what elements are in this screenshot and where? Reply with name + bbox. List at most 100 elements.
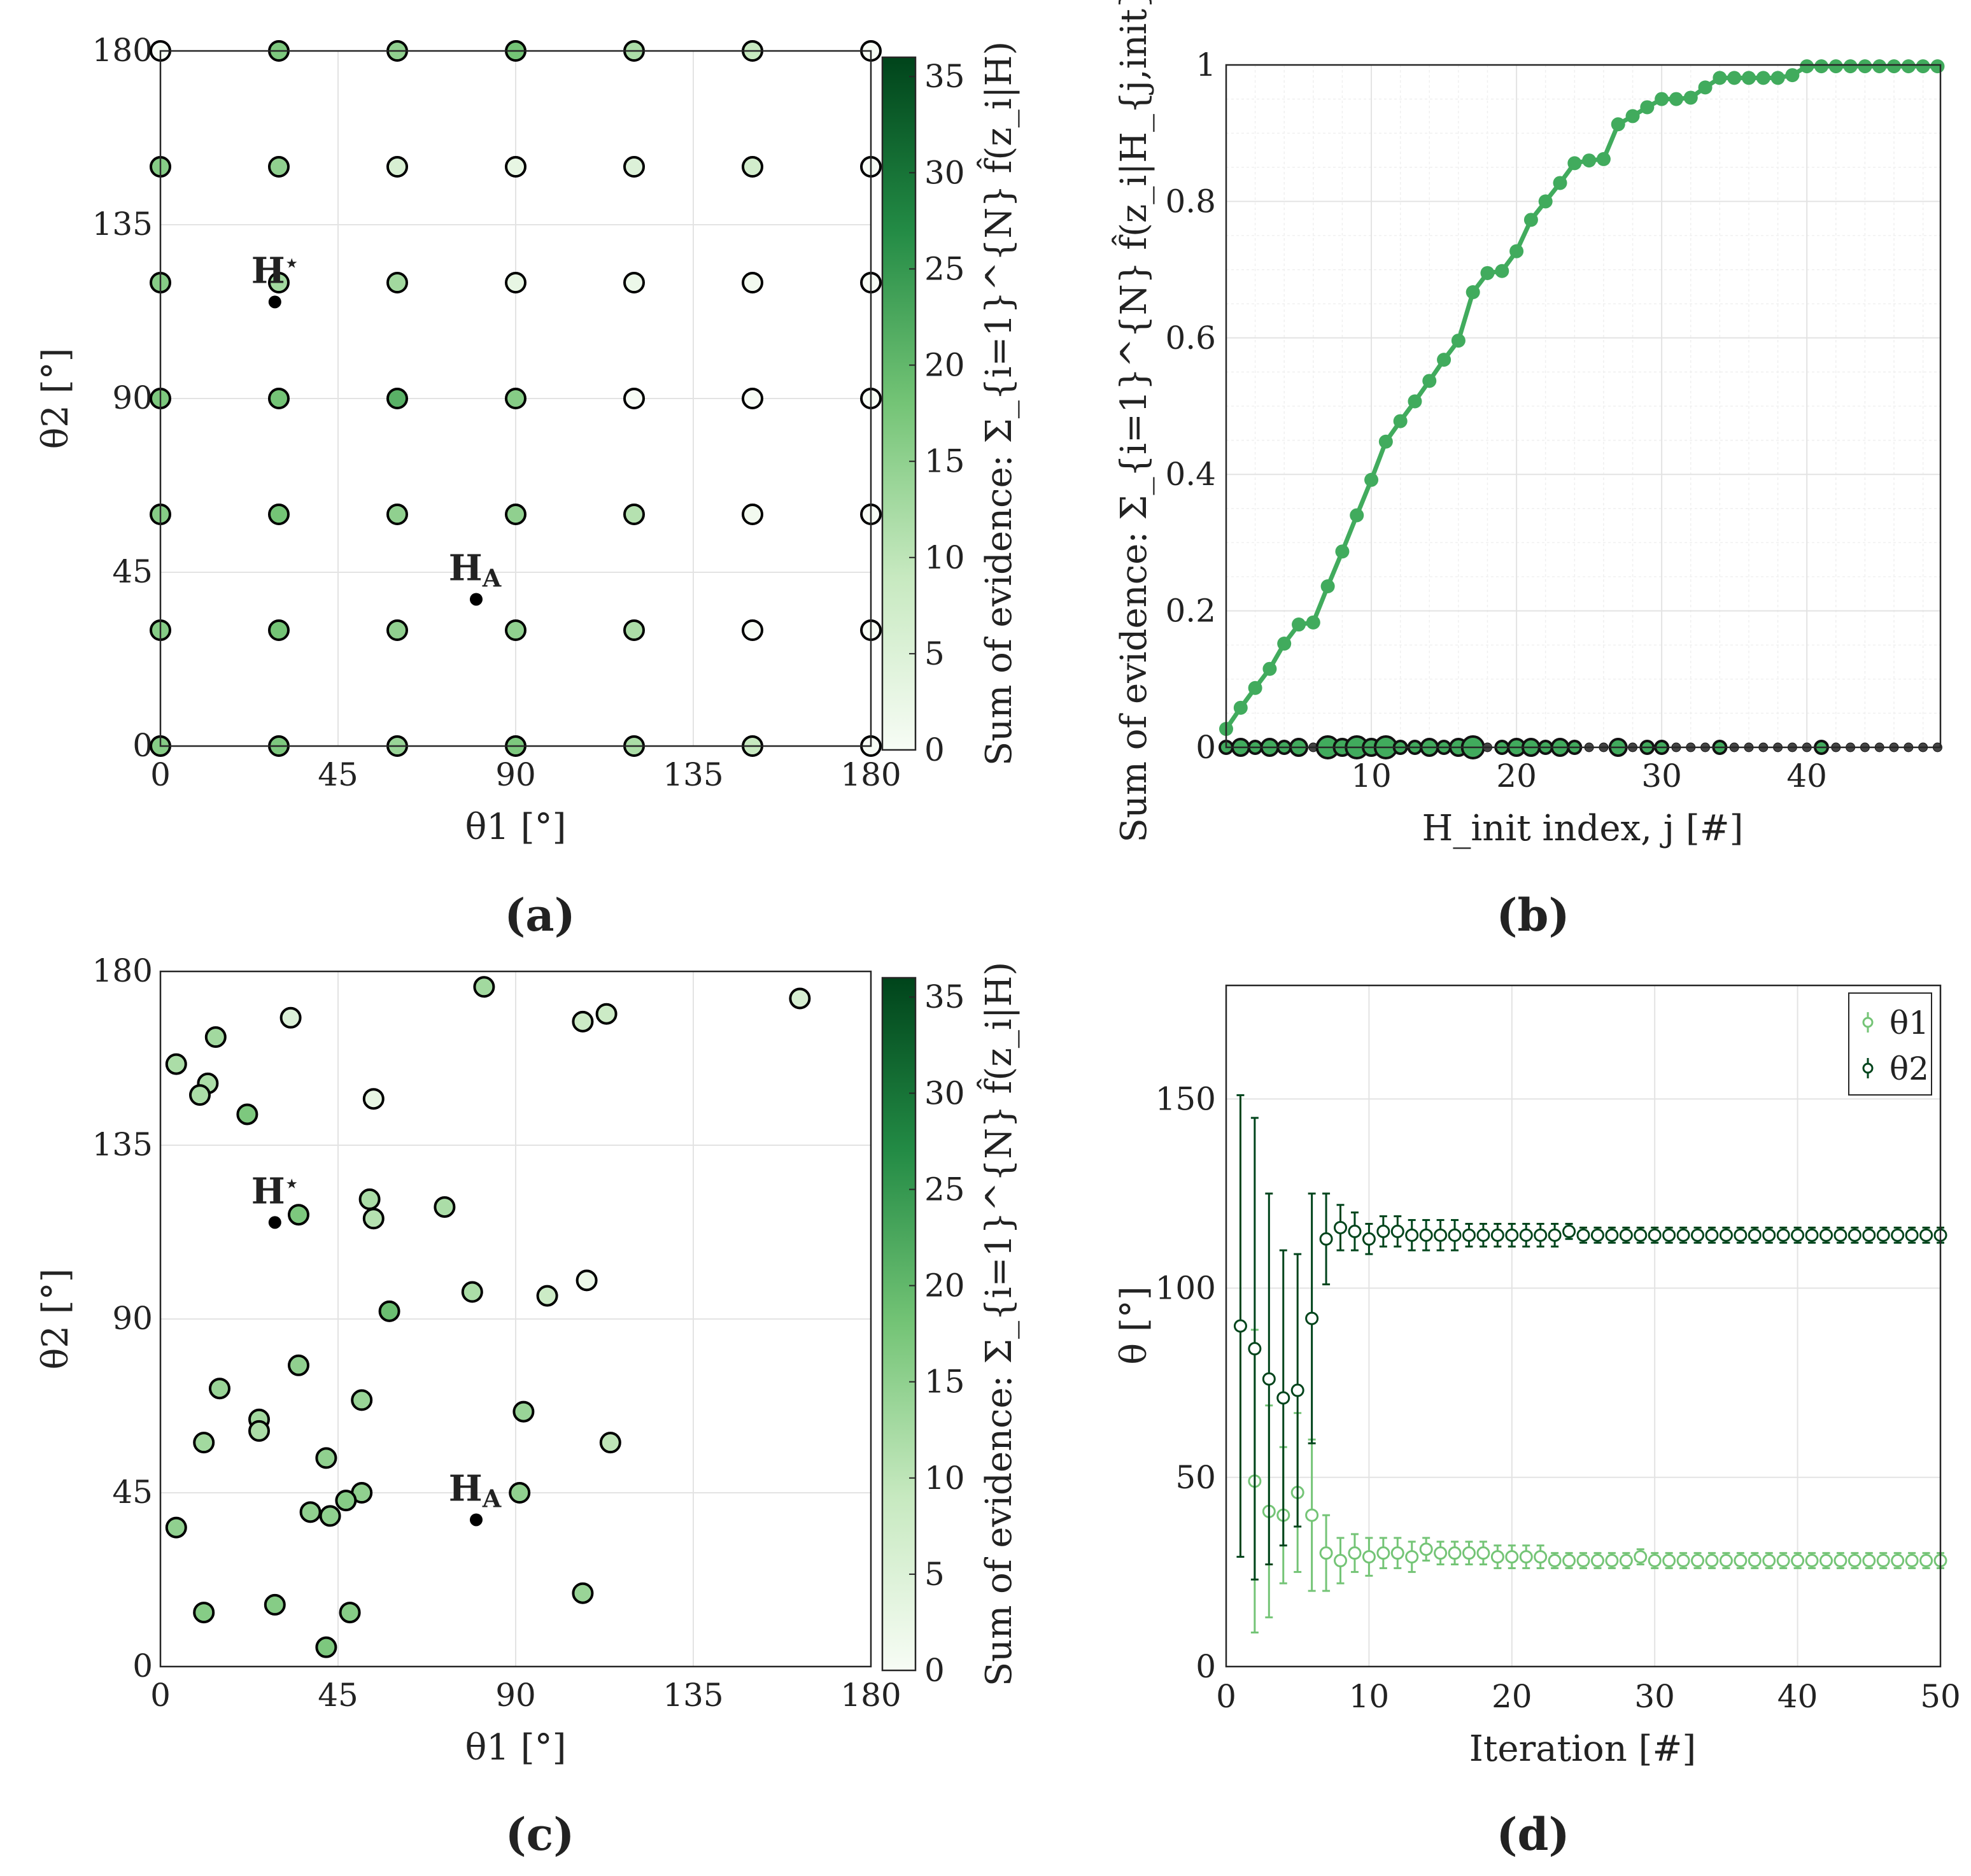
c-point bbox=[512, 1400, 535, 1423]
a-point bbox=[268, 388, 290, 409]
a-colorbar-tick-label: 0 bbox=[924, 731, 945, 768]
d-point bbox=[1847, 1228, 1862, 1242]
d-point bbox=[1762, 1228, 1776, 1242]
b-series-point bbox=[1800, 59, 1814, 74]
d-point bbox=[1791, 1554, 1805, 1568]
b-series-point bbox=[1523, 213, 1538, 227]
b-series-point bbox=[1350, 508, 1364, 523]
b-series-point bbox=[1698, 80, 1713, 95]
panel-a-frame bbox=[159, 50, 872, 747]
d-point bbox=[1891, 1228, 1905, 1242]
c-point bbox=[288, 1204, 309, 1226]
c-ytick-label: 135 bbox=[92, 1126, 153, 1163]
d-point bbox=[1691, 1228, 1705, 1242]
d-xtick-label: 30 bbox=[1634, 1678, 1675, 1715]
c-annotation-label: H⋆ bbox=[251, 1170, 299, 1212]
b-series-point bbox=[1887, 59, 1902, 74]
c-point bbox=[595, 1003, 618, 1025]
d-point bbox=[1548, 1228, 1562, 1242]
d-point bbox=[1434, 1546, 1448, 1560]
c-point bbox=[576, 1269, 598, 1292]
a-point bbox=[623, 388, 645, 409]
b-xtick-label: 30 bbox=[1641, 758, 1682, 794]
d-point bbox=[1862, 1554, 1876, 1568]
a-annotation-label: H⋆ bbox=[251, 250, 299, 292]
d-point bbox=[1448, 1228, 1462, 1242]
c-point bbox=[509, 1482, 531, 1504]
d-point bbox=[1805, 1554, 1819, 1568]
b-series-point bbox=[1785, 68, 1800, 83]
c-point bbox=[351, 1389, 373, 1411]
d-point bbox=[1462, 1228, 1476, 1242]
c-colorbar-tick-label: 30 bbox=[924, 1075, 965, 1111]
c-point bbox=[362, 1208, 385, 1230]
legend-marker bbox=[1862, 1062, 1874, 1074]
b-series-point bbox=[1306, 615, 1320, 630]
legend-theta2: θ2 bbox=[1890, 1050, 1929, 1087]
b-series-point bbox=[1596, 152, 1611, 166]
d-point bbox=[1305, 1508, 1319, 1522]
d-point bbox=[1605, 1228, 1619, 1242]
c-point bbox=[248, 1420, 270, 1442]
c-point bbox=[358, 1188, 381, 1210]
b-series-point bbox=[1292, 617, 1306, 632]
c-ytick-label: 45 bbox=[112, 1474, 153, 1511]
panel-a-caption: (a) bbox=[504, 889, 576, 942]
a-ytick-label: 45 bbox=[112, 553, 153, 590]
c-point bbox=[335, 1490, 357, 1512]
c-point bbox=[209, 1378, 230, 1400]
d-point bbox=[1319, 1232, 1333, 1246]
d-point bbox=[1719, 1554, 1733, 1568]
c-point bbox=[193, 1602, 215, 1624]
b-series-point bbox=[1916, 59, 1930, 74]
d-point bbox=[1334, 1554, 1348, 1568]
d-point bbox=[1805, 1228, 1819, 1242]
panel-b-ticks: 10 20 30 40 0 0.2 0.4 0.6 0.8 1 bbox=[1165, 46, 1827, 794]
d-xtick-label: 10 bbox=[1349, 1678, 1390, 1715]
c-colorbar-tick-label: 0 bbox=[924, 1652, 945, 1689]
d-ytick-label: 150 bbox=[1155, 1080, 1216, 1117]
a-point bbox=[386, 388, 408, 409]
b-series-point bbox=[1655, 92, 1669, 106]
panel-c-ticks: 00 45 45 90 90 135 135 180 180 bbox=[92, 952, 901, 1714]
c-colorbar-tick-label: 15 bbox=[924, 1364, 965, 1400]
c-point bbox=[362, 1088, 385, 1110]
c-point bbox=[193, 1432, 215, 1454]
b-series-point bbox=[1495, 264, 1509, 278]
d-point bbox=[1334, 1220, 1348, 1234]
panel-c-points bbox=[165, 976, 811, 1658]
d-point bbox=[1605, 1554, 1619, 1568]
panel-b-xlabel: H_init index, j [#] bbox=[1422, 808, 1744, 849]
d-point bbox=[1490, 1228, 1504, 1242]
c-point bbox=[434, 1196, 456, 1218]
d-point bbox=[1748, 1228, 1762, 1242]
d-point bbox=[1876, 1228, 1890, 1242]
d-point bbox=[1476, 1546, 1490, 1560]
d-point bbox=[1791, 1228, 1805, 1242]
d-point bbox=[1776, 1554, 1790, 1568]
c-colorbar-tick-label: 5 bbox=[924, 1556, 945, 1593]
d-point bbox=[1819, 1228, 1833, 1242]
d-xtick-label: 0 bbox=[1216, 1678, 1236, 1715]
a-xtick-label: 0 bbox=[150, 756, 171, 793]
d-point bbox=[1519, 1228, 1533, 1242]
a-annotation-dot bbox=[268, 295, 281, 309]
b-series-point bbox=[1770, 71, 1785, 85]
d-point bbox=[1390, 1224, 1404, 1238]
d-point bbox=[1748, 1554, 1762, 1568]
a-colorbar-tick-label: 35 bbox=[924, 58, 965, 95]
panel-c-colorbar: 0 5 10 15 20 25 30 35 Sum of evidence: Σ_{i=1}^{… bbox=[881, 962, 1020, 1689]
d-point bbox=[1876, 1554, 1890, 1568]
a-point bbox=[386, 619, 408, 641]
c-point bbox=[473, 976, 495, 998]
d-point bbox=[1691, 1554, 1705, 1568]
panel-a-ticks: 00 45 45 90 90 135 135 180 180 bbox=[92, 32, 901, 793]
d-point bbox=[1390, 1546, 1404, 1560]
a-ytick-label: 135 bbox=[92, 206, 153, 243]
c-xtick-label: 135 bbox=[663, 1677, 723, 1714]
d-point bbox=[1705, 1554, 1719, 1568]
panel-b-grid bbox=[1226, 64, 1940, 748]
d-point bbox=[1562, 1554, 1576, 1568]
